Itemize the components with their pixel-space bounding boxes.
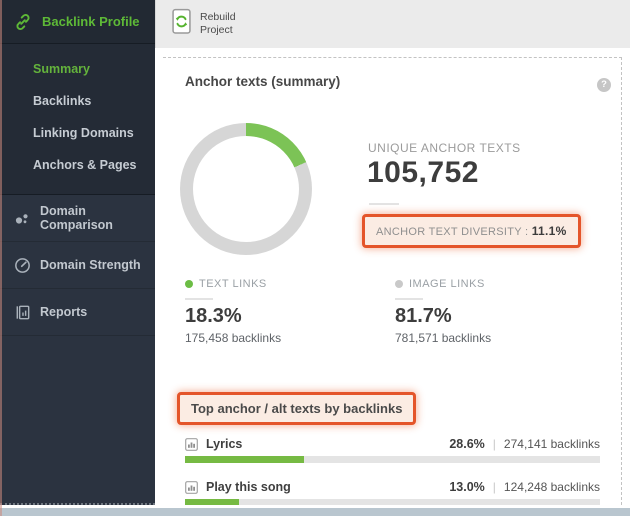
sidebar-item-backlink-profile[interactable]: Backlink Profile	[0, 0, 155, 44]
anchor-row: Play this song 13.0% | 124,248 backlinks	[185, 480, 600, 505]
unique-anchor-texts-label: UNIQUE ANCHOR TEXTS	[368, 141, 521, 155]
reports-label: Reports	[40, 305, 88, 319]
diversity-value: 11.1%	[531, 224, 567, 238]
window-left-edge	[0, 0, 2, 516]
top-anchors-header: Top anchor / alt texts by backlinks	[177, 392, 417, 425]
domain-comparison-label: Domain Comparison	[40, 204, 113, 232]
progress-track	[185, 499, 600, 505]
sidebar-item-summary[interactable]: Summary	[33, 62, 90, 76]
divider	[185, 298, 213, 300]
image-links-label: IMAGE LINKS	[409, 278, 485, 290]
rebuild-project-label: Rebuild Project	[200, 11, 236, 36]
image-links-bullet-icon	[395, 280, 403, 288]
help-icon[interactable]: ?	[597, 78, 611, 92]
sidebar: Backlink Profile Summary Backlinks Linki…	[0, 0, 155, 505]
sidebar-item-linking-domains[interactable]: Linking Domains	[33, 126, 134, 140]
sidebar-item-domain-comparison[interactable]: Domain Comparison	[0, 195, 155, 242]
divider	[395, 298, 423, 300]
toolbar: Rebuild Project	[155, 0, 630, 48]
progress-fill	[185, 456, 304, 463]
donut-chart	[180, 123, 312, 255]
image-links-backlinks-count: 781,571 backlinks	[395, 331, 492, 345]
dots-cluster-icon	[12, 208, 32, 228]
bar-chart-icon	[185, 480, 198, 494]
anchor-row: Lyrics 28.6% | 274,141 backlinks	[185, 437, 600, 463]
anchor-text-diversity-badge: ANCHOR TEXT DIVERSITY : 11.1%	[362, 214, 581, 248]
sidebar-item-anchors-pages[interactable]: Anchors & Pages	[33, 158, 137, 172]
anchor-percent: 13.0%	[449, 480, 485, 494]
separator: |	[492, 437, 496, 451]
anchor-text-label[interactable]: Lyrics	[206, 437, 243, 451]
bar-chart-icon	[185, 437, 198, 451]
text-links-label: TEXT LINKS	[199, 278, 267, 290]
domain-strength-label: Domain Strength	[40, 258, 141, 272]
unique-anchor-texts-value: 105,752	[367, 156, 479, 189]
text-links-percent: 18.3%	[185, 305, 242, 327]
progress-fill	[185, 499, 239, 505]
anchor-percent: 28.6%	[449, 437, 485, 451]
report-document-icon	[12, 302, 32, 322]
backlink-profile-label: Backlink Profile	[42, 14, 140, 29]
document-refresh-icon	[170, 8, 193, 40]
image-links-stat: IMAGE LINKS 81.7% 781,571 backlinks	[395, 278, 575, 345]
sidebar-item-backlinks[interactable]: Backlinks	[33, 94, 92, 108]
text-links-bullet-icon	[185, 280, 193, 288]
anchor-rows: Lyrics 28.6% | 274,141 backlinks Play th…	[185, 437, 600, 505]
donut-hole	[193, 136, 299, 242]
image-links-percent: 81.7%	[395, 305, 452, 327]
divider	[369, 203, 399, 205]
text-links-stat: TEXT LINKS 18.3% 175,458 backlinks	[185, 278, 365, 345]
sidebar-item-reports[interactable]: Reports	[0, 289, 155, 336]
backlink-profile-submenu: Summary Backlinks Linking Domains Anchor…	[0, 44, 155, 195]
sidebar-item-domain-strength[interactable]: Domain Strength	[0, 242, 155, 289]
chain-link-icon	[13, 12, 33, 32]
anchor-text-label[interactable]: Play this song	[206, 480, 291, 494]
separator: |	[492, 480, 496, 494]
page-title: Anchor texts (summary)	[185, 74, 341, 89]
anchor-texts-panel: Anchor texts (summary) ? UNIQUE ANCHOR T…	[155, 48, 630, 505]
rebuild-project-button[interactable]: Rebuild Project	[170, 8, 236, 40]
window-bottom-edge	[0, 508, 630, 516]
diversity-label: ANCHOR TEXT DIVERSITY :	[376, 226, 529, 238]
text-links-backlinks-count: 175,458 backlinks	[185, 331, 282, 345]
progress-track	[185, 456, 600, 463]
anchor-backlinks-count: 124,248 backlinks	[503, 480, 600, 494]
anchor-backlinks-count: 274,141 backlinks	[503, 437, 600, 451]
gauge-icon	[12, 255, 32, 275]
